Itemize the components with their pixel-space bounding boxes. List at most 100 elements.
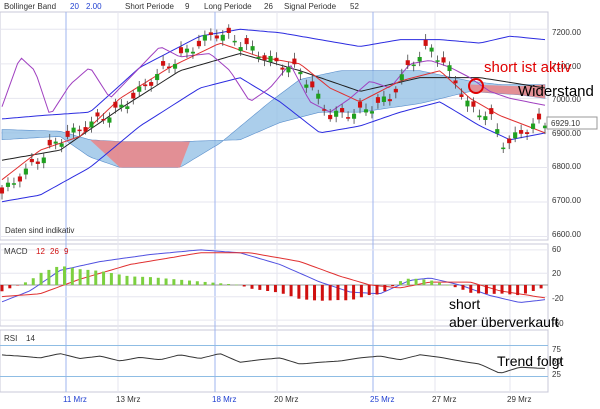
macd-histogram-bar: [133, 276, 137, 285]
candle-body: [113, 101, 118, 108]
candle-body: [304, 84, 309, 88]
candle-body: [184, 48, 190, 53]
last-price-box: [546, 116, 598, 130]
candle-body: [286, 66, 291, 73]
xlabel-20mrz: 20 Mrz: [274, 395, 298, 404]
candle-body: [310, 81, 315, 88]
candle-body: [525, 132, 530, 134]
candle-body: [519, 130, 524, 134]
bollinger-upper: [1, 28, 546, 120]
macd-histogram-bar: [391, 285, 395, 287]
macd-histogram-bar: [23, 282, 27, 285]
macd-histogram-bar: [250, 285, 254, 289]
macd-histogram-bar: [461, 285, 465, 290]
macd-ytick-neg20: -20: [552, 294, 564, 303]
macd-histogram-bar: [367, 285, 371, 296]
candle-body: [29, 158, 34, 163]
macd-histogram-bar: [164, 278, 168, 285]
candle-body: [399, 74, 404, 81]
macd-histogram-bar: [516, 285, 520, 296]
macd-histogram-bar: [47, 269, 51, 285]
macd-histogram-bar: [539, 285, 543, 289]
candle-body: [83, 127, 88, 132]
macd-histogram-bar: [258, 285, 262, 290]
last-price: 6929.10: [551, 119, 580, 128]
macd-histogram-bar: [242, 285, 246, 287]
candle-body: [59, 143, 64, 147]
x-axis: 11 Mrz 13 Mrz 18 Mrz 20 Mrz 25 Mrz 27 Mr…: [63, 395, 531, 404]
candle-body: [137, 86, 142, 92]
candle-body: [435, 60, 440, 62]
macd-histogram-bar: [320, 285, 324, 301]
rsi-period: 14: [26, 334, 35, 343]
candle-body: [357, 101, 363, 108]
rsi-line: [1, 353, 546, 374]
candlesticks: [0, 24, 548, 200]
signal-value: 52: [350, 2, 359, 11]
bb-stddev: 2.00: [86, 2, 102, 11]
candle-body: [41, 157, 46, 164]
candle-body: [0, 187, 5, 194]
macd-histogram-bar: [422, 279, 426, 285]
macd-series: [0, 249, 546, 303]
macd-p1: 12: [36, 247, 45, 256]
candle-body: [268, 55, 273, 62]
candle-body: [101, 118, 106, 121]
candle-body: [11, 183, 16, 185]
candle-body: [489, 108, 494, 115]
candle-body: [292, 58, 297, 65]
candle-body: [149, 82, 154, 86]
macd-histogram-bar: [172, 279, 176, 285]
candle-body: [340, 108, 345, 113]
candle-body: [232, 40, 237, 43]
macd-histogram-bar: [305, 285, 309, 300]
candle-body: [238, 47, 243, 52]
candle-body: [119, 104, 124, 108]
macd-histogram-bar: [148, 277, 152, 285]
rsi-ytick-25: 25: [552, 370, 561, 379]
macd-histogram-bar: [39, 272, 43, 285]
candle-body: [536, 113, 542, 120]
candle-body: [507, 138, 512, 144]
candle-body: [393, 88, 398, 93]
candle-body: [423, 39, 428, 46]
candle-body: [208, 32, 213, 35]
candle-body: [23, 168, 28, 175]
candle-body: [220, 34, 225, 41]
macd-histogram-bar: [477, 285, 481, 294]
candle-body: [483, 116, 488, 120]
candle-body: [334, 110, 339, 117]
candle-body: [316, 93, 321, 99]
candle-body: [459, 94, 464, 97]
macd-histogram-bar: [453, 285, 457, 288]
candle-body: [196, 40, 201, 47]
candle-body: [405, 60, 410, 66]
macd-histogram-bar: [508, 285, 512, 295]
candle-body: [125, 106, 130, 109]
macd-histogram-bar: [523, 285, 527, 294]
signal-label: Signal Periode: [284, 2, 337, 11]
candle-body: [352, 113, 357, 119]
ytick-6700: 6700.00: [552, 196, 581, 205]
candle-body: [411, 64, 416, 67]
macd-histogram-bar: [195, 281, 199, 285]
macd-histogram-bar: [500, 285, 504, 294]
macd-histogram-bar: [297, 285, 301, 299]
macd-histogram-bar: [430, 280, 434, 285]
signal-line: [1, 47, 546, 113]
macd-histogram-bar: [156, 277, 160, 285]
candle-body: [381, 96, 386, 102]
candle-body: [328, 114, 333, 120]
macd-histogram-bar: [78, 269, 82, 285]
xlabel-29mrz: 29 Mrz: [507, 395, 531, 404]
macd-histogram-bar: [359, 285, 363, 298]
macd-histogram-bar: [273, 285, 277, 293]
candle-body: [95, 112, 100, 117]
macd-histogram-bar: [352, 285, 356, 300]
candle-body: [172, 64, 178, 69]
candle-body: [262, 55, 267, 61]
bb-period: 20: [70, 2, 79, 11]
macd-histogram-bar: [414, 278, 418, 285]
